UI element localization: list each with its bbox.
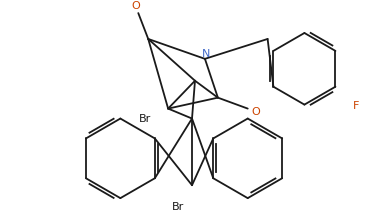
Text: O: O	[131, 1, 140, 11]
Text: Br: Br	[139, 114, 151, 124]
Text: N: N	[202, 49, 210, 59]
Text: O: O	[251, 107, 260, 116]
Text: F: F	[353, 101, 359, 111]
Text: Br: Br	[172, 202, 184, 212]
